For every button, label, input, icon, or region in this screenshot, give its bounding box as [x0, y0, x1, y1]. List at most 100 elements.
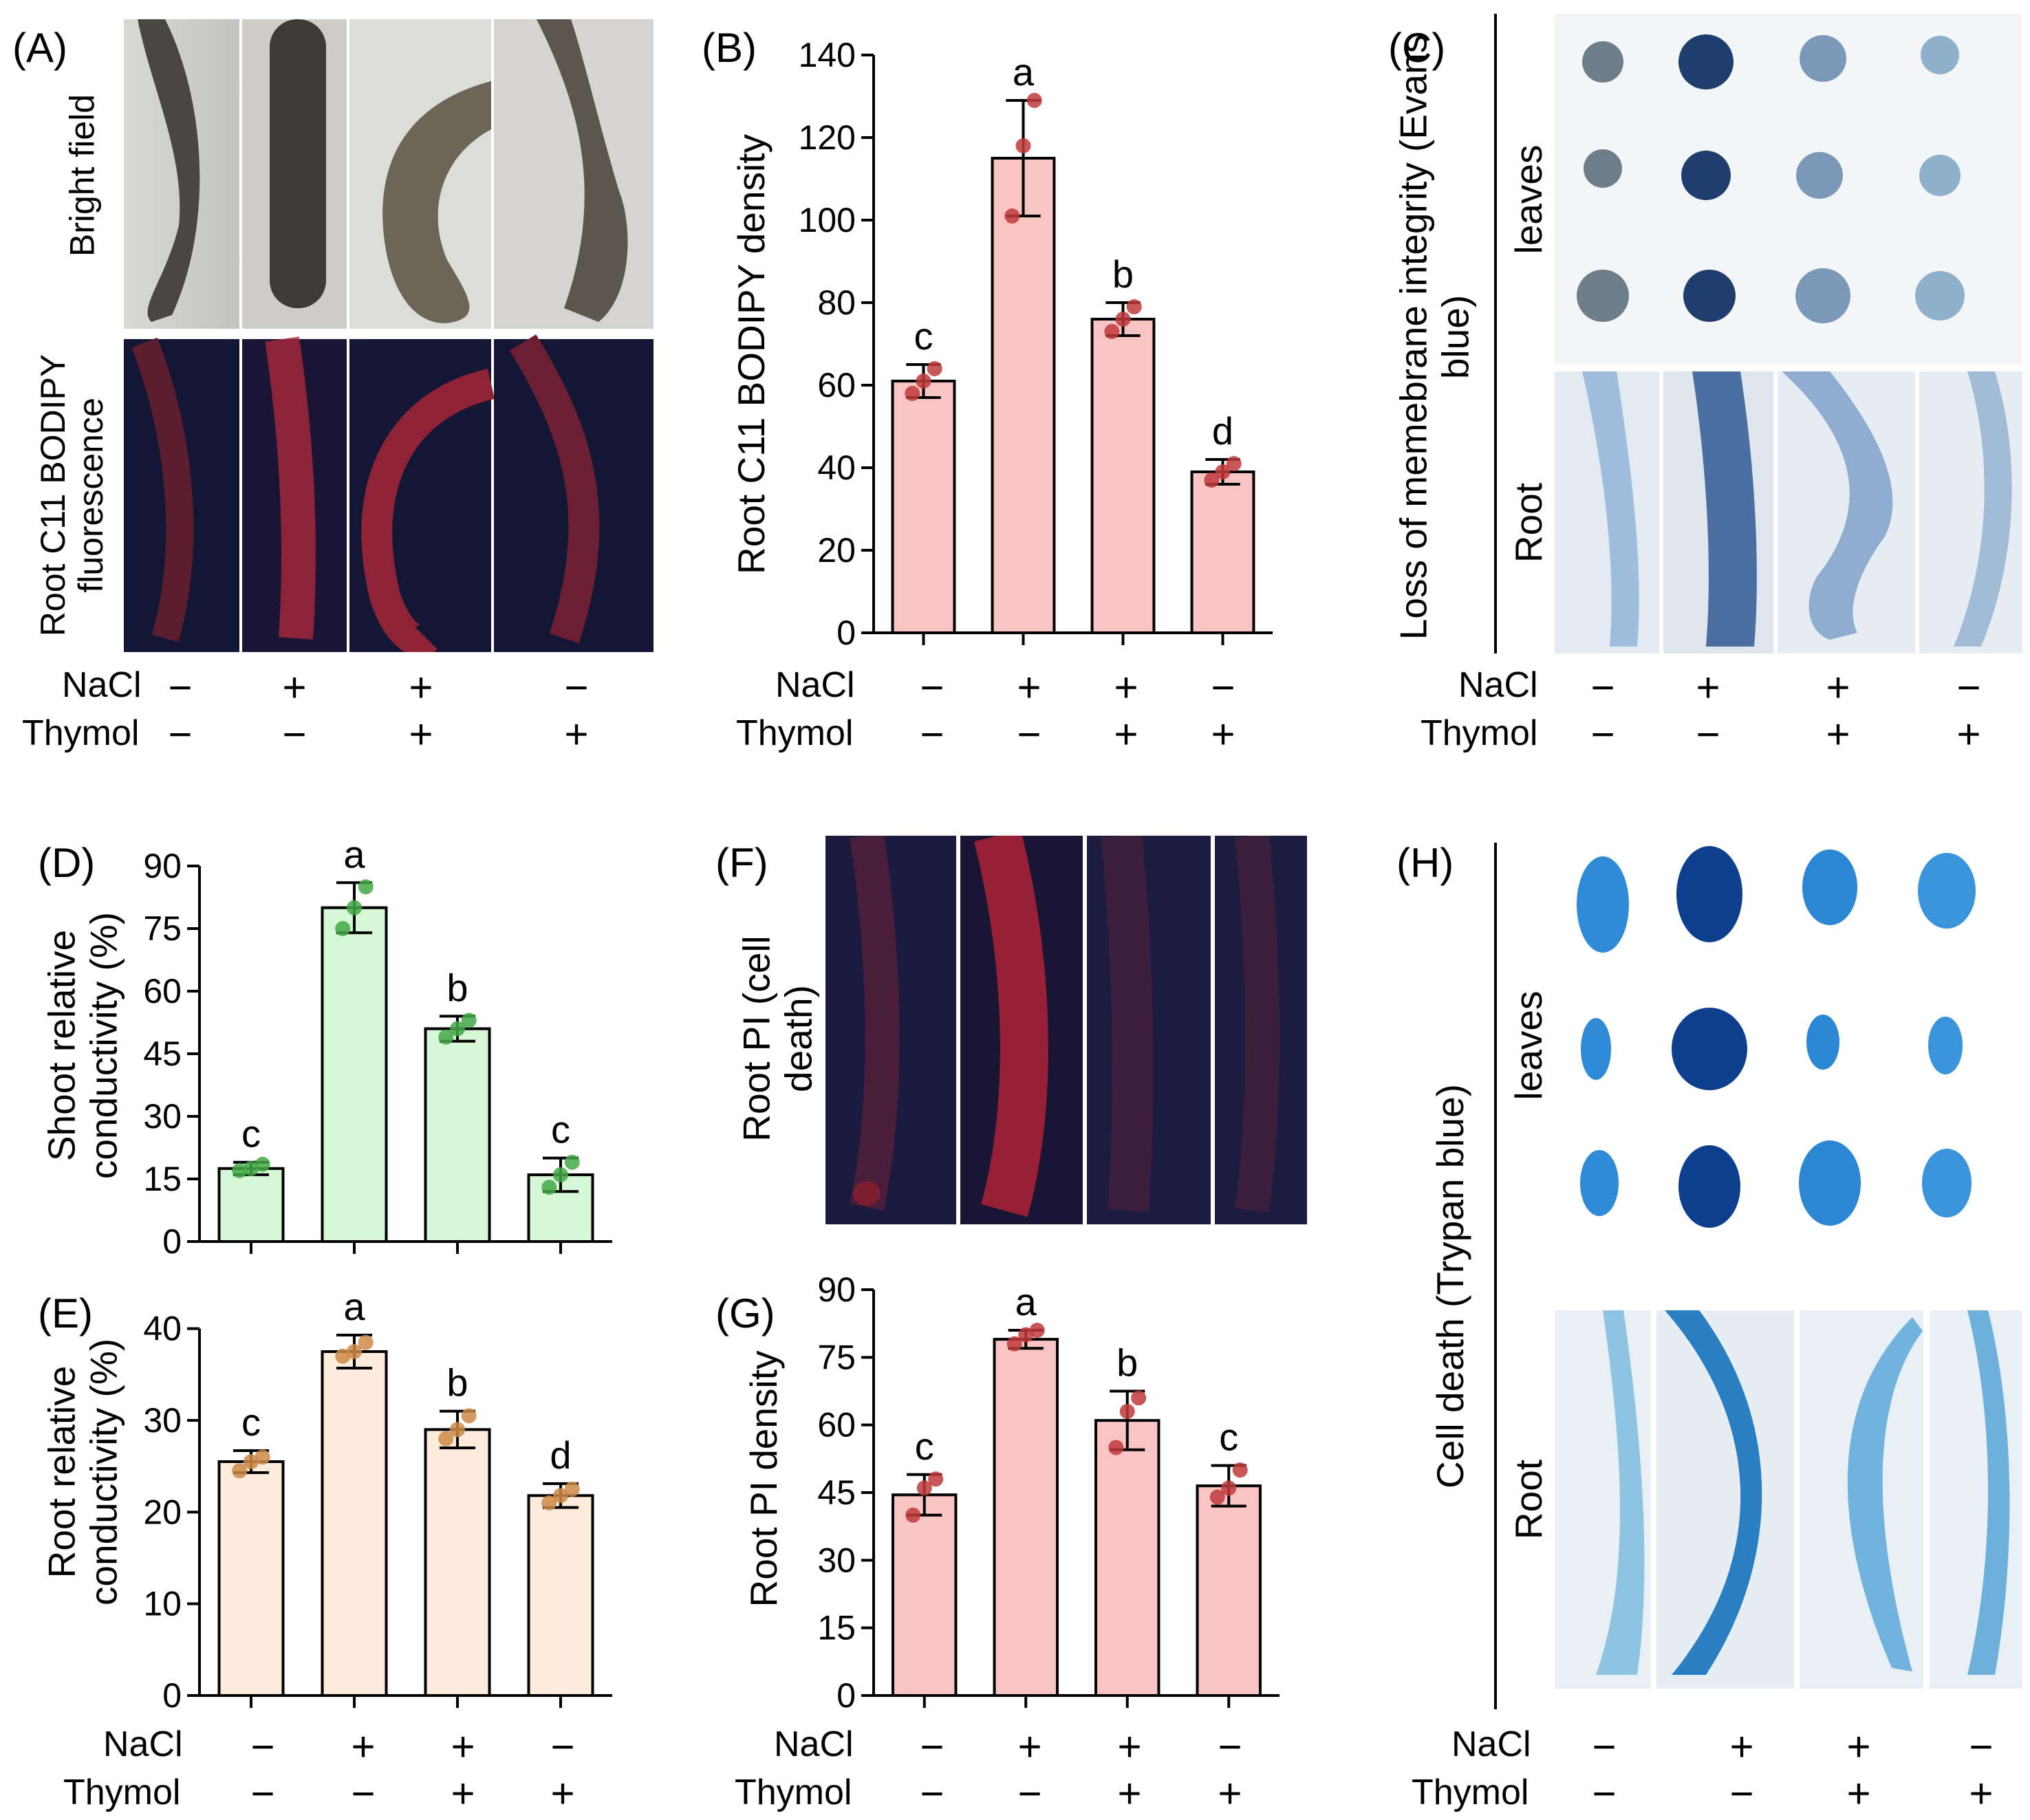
y-tick-label: 30 — [143, 1401, 182, 1440]
y-tick-label: 40 — [143, 1310, 182, 1348]
panel-a-thymol-2: − — [282, 711, 307, 757]
data-point — [347, 900, 362, 916]
panel-e-nacl-2: + — [351, 1724, 376, 1770]
panel-a-thymol-3: + — [409, 711, 433, 757]
panel-h-thymol-4: + — [1969, 1770, 1994, 1817]
panel-b-thymol-4: + — [1211, 711, 1235, 757]
pi-image-1 — [825, 836, 956, 1224]
y-tick-label: 90 — [143, 847, 182, 885]
significance-letter: a — [343, 1285, 365, 1328]
trypan-leaf-grid — [1577, 846, 1976, 1228]
data-point — [553, 1167, 568, 1182]
evans-leaf-grid — [1577, 34, 1965, 323]
significance-letter: b — [446, 966, 468, 1009]
panel-c-thymol-1: − — [1590, 711, 1615, 757]
data-point — [1204, 473, 1220, 488]
panel-b-nacl-1: − — [920, 664, 944, 711]
panel-c-thymol-2: − — [1696, 711, 1720, 757]
panel-g-thymol-label: Thymol — [735, 1773, 852, 1812]
panel-c-nacl-2: + — [1696, 664, 1720, 711]
data-point — [1004, 208, 1020, 224]
y-tick-label: 75 — [143, 909, 182, 948]
data-point — [1209, 1489, 1225, 1505]
bright-field-image-2 — [242, 19, 347, 329]
y-tick-label: 60 — [143, 972, 182, 1010]
data-point — [1226, 456, 1242, 471]
trypan-root-4 — [1930, 1310, 2022, 1689]
evans-root-3 — [1778, 371, 1915, 653]
panel-g-nacl-4: − — [1218, 1724, 1242, 1770]
panel-h-thymol-2: − — [1729, 1770, 1754, 1817]
panel-a-nacl-label: NaCl — [62, 665, 142, 705]
y-tick-label: 60 — [817, 1406, 856, 1444]
data-point — [916, 373, 931, 389]
panel-f-ylabel: Root PI (cell death) — [735, 935, 820, 1142]
panel-h-row-root: Root — [1507, 1459, 1550, 1540]
panel-g-nacl-2: + — [1017, 1724, 1042, 1770]
data-point — [244, 1160, 259, 1176]
panel-h-thymol-1: − — [1592, 1770, 1617, 1817]
panel-c-thymol-3: + — [1826, 711, 1850, 757]
y-tick-label: 30 — [143, 1097, 182, 1136]
panel-h-nacl-1: − — [1592, 1724, 1617, 1770]
data-point — [1215, 464, 1231, 479]
data-point — [335, 1348, 351, 1364]
panel-e-label: (E) — [38, 1290, 93, 1336]
y-tick-label: 75 — [817, 1338, 856, 1376]
panel-g-label: (G) — [715, 1290, 775, 1336]
significance-letter: c — [914, 314, 933, 358]
panel-h-label: (H) — [1396, 840, 1454, 886]
panel-c-nacl-4: − — [1956, 664, 1981, 711]
panel-h-ylabel: Cell death (Trypan blue) — [1428, 1084, 1471, 1488]
panel-a-thymol-1: − — [168, 711, 193, 757]
fluorescence-image-1 — [124, 337, 239, 652]
panel-c-label: (C) — [1388, 25, 1446, 71]
data-point — [541, 1495, 557, 1510]
y-tick-label: 140 — [799, 36, 856, 74]
y-tick-label: 80 — [817, 283, 856, 322]
panel-g-thymol-1: − — [920, 1770, 944, 1817]
data-point — [1221, 1480, 1237, 1496]
data-point — [1115, 312, 1131, 327]
y-tick-label: 0 — [836, 614, 856, 652]
y-tick-label: 30 — [817, 1541, 856, 1579]
panel-c-nacl-1: − — [1590, 664, 1615, 711]
fluorescence-image-2 — [242, 336, 347, 652]
bar — [321, 1350, 388, 1697]
panel-b-thymol-label: Thymol — [736, 713, 854, 753]
y-tick-label: 15 — [143, 1160, 182, 1198]
data-point — [255, 1449, 270, 1465]
panel-b-nacl-4: − — [1211, 664, 1235, 711]
bar — [993, 1338, 1059, 1698]
y-tick-label: 10 — [143, 1585, 182, 1623]
data-point — [1015, 138, 1031, 153]
bar — [991, 157, 1056, 634]
panel-h-thymol-3: + — [1846, 1770, 1871, 1817]
data-point — [916, 1480, 932, 1496]
panel-d-label: (D) — [38, 840, 96, 886]
panel-b-thymol-1: − — [920, 711, 944, 757]
panel-c-nacl-3: + — [1826, 664, 1850, 711]
data-point — [1126, 299, 1142, 314]
panel-h-nacl-2: + — [1729, 1724, 1754, 1770]
pi-image-2 — [960, 836, 1083, 1224]
data-point — [255, 1156, 270, 1172]
panel-b-nacl-3: + — [1114, 664, 1138, 711]
bright-field-image-3 — [349, 19, 491, 329]
panel-h-images — [1555, 846, 2022, 1689]
data-point — [927, 361, 942, 376]
y-tick-label: 100 — [799, 201, 856, 239]
y-tick-label: 15 — [817, 1609, 856, 1647]
data-point — [1006, 1336, 1022, 1352]
trypan-root-1 — [1555, 1310, 1651, 1689]
panel-b-ylabel: Root C11 BODIPY density — [729, 134, 773, 574]
chart-e: 0 10 20 30 40 c a b d — [143, 1285, 612, 1715]
significance-letter: c — [241, 1112, 261, 1156]
y-tick-label: 0 — [162, 1676, 182, 1715]
bar — [892, 1493, 958, 1697]
panel-g-thymol-4: + — [1218, 1770, 1242, 1817]
data-point — [1018, 1327, 1034, 1343]
data-point — [553, 1488, 568, 1504]
bar — [217, 1460, 285, 1697]
panel-c-images — [1555, 14, 2022, 653]
